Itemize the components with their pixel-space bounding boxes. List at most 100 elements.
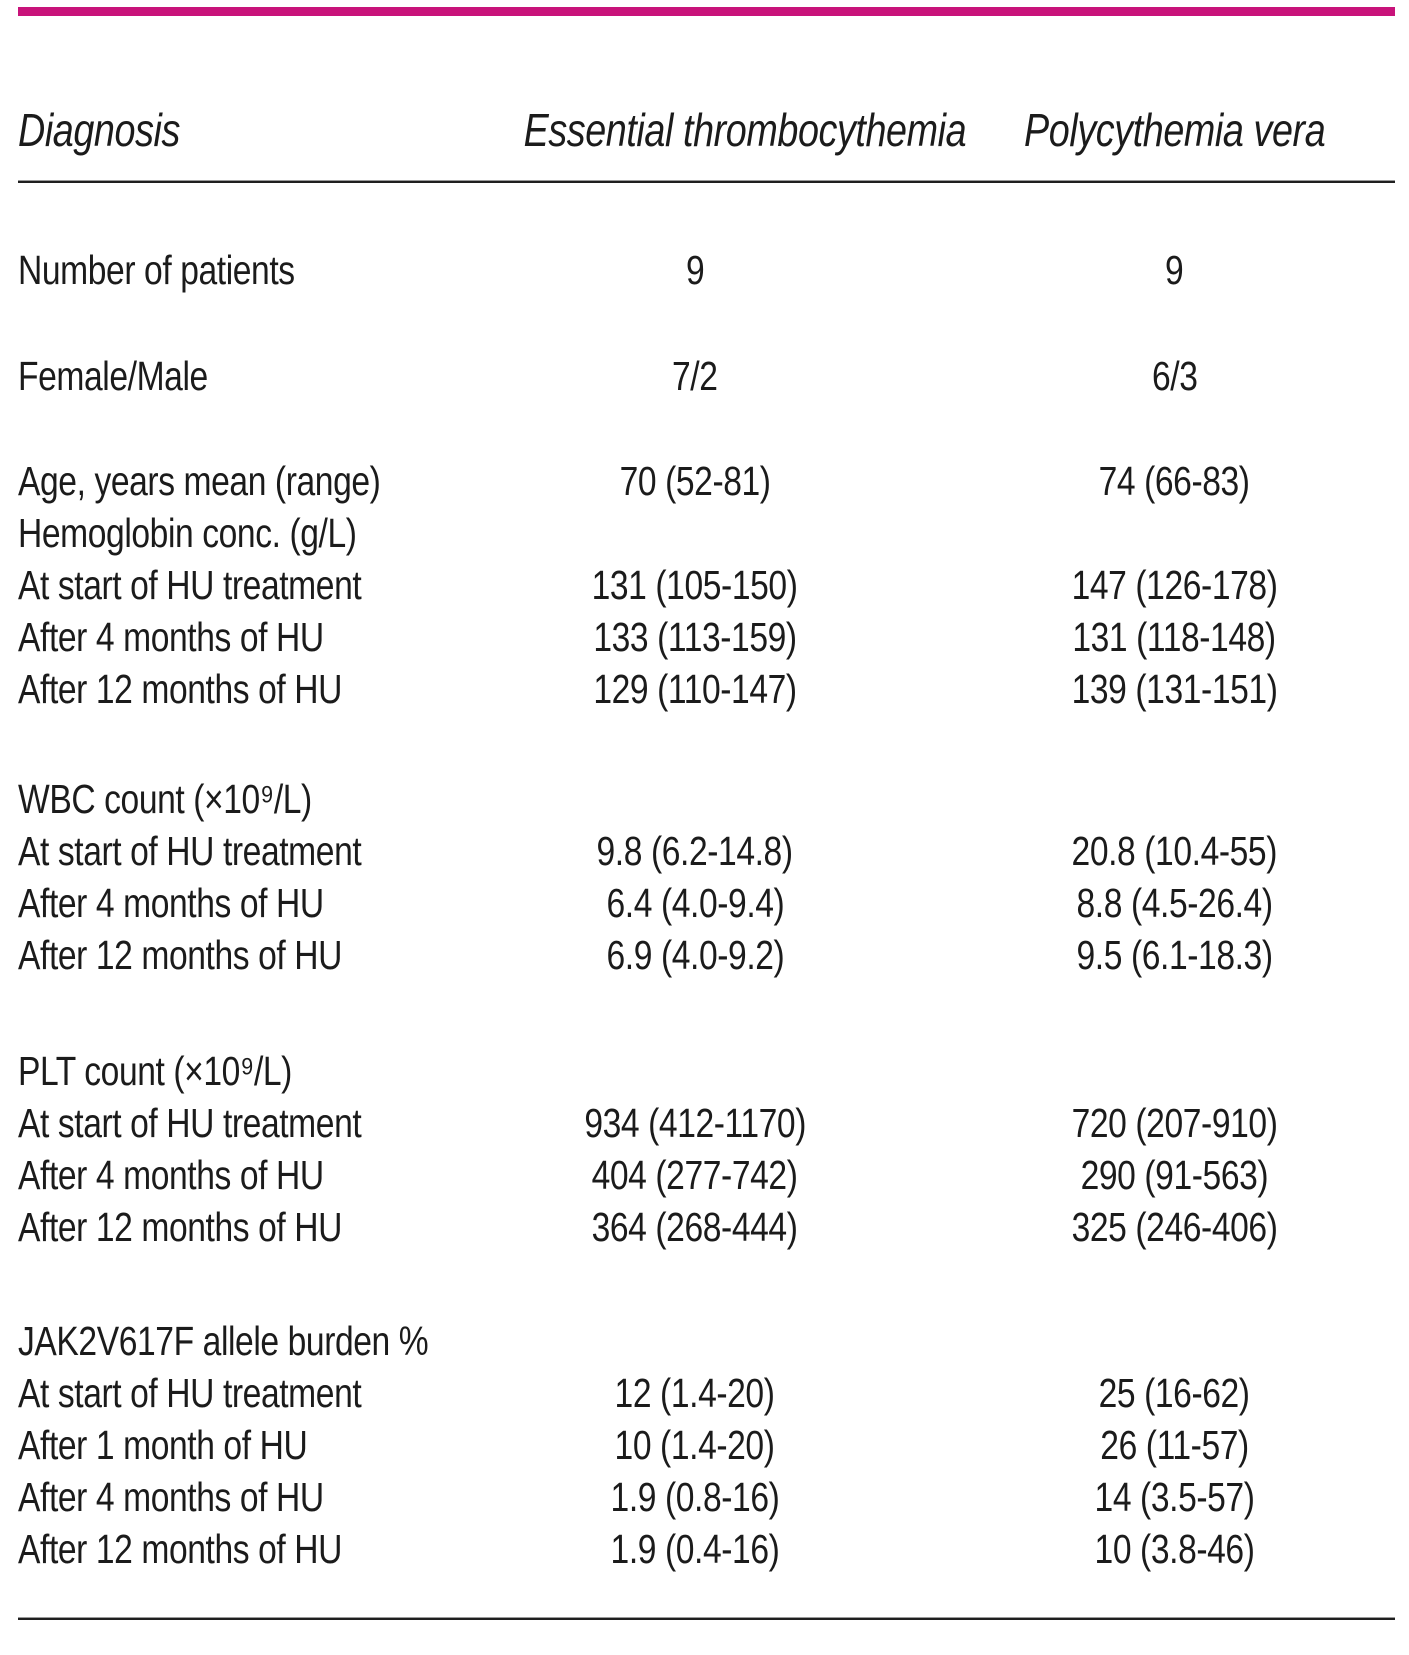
- cell-text: At start of HU treatment: [18, 827, 362, 874]
- cell-text: 934 (412-1170): [584, 1099, 806, 1146]
- row-value-pv: [915, 1332, 1409, 1350]
- row-value-pv: 325 (246-406): [915, 1203, 1409, 1250]
- cell-text: 720 (207-910): [1071, 1099, 1278, 1146]
- cell-text: After 12 months of HU: [18, 1203, 343, 1250]
- row-value-pv: 74 (66-83): [915, 460, 1409, 502]
- section-label: JAK2V617F allele burden %: [0, 1320, 475, 1362]
- cell-text: 6.9 (4.0-9.2): [606, 931, 784, 978]
- row-value-et: 12 (1.4-20): [475, 1369, 915, 1416]
- table-row: After 4 months of HU 404 (277-742) 290 (…: [0, 1149, 1409, 1201]
- row-value-pv: 8.8 (4.5-26.4): [915, 882, 1409, 924]
- row-value-pv: 14 (3.5-57): [915, 1473, 1409, 1520]
- row-label: After 12 months of HU: [0, 1203, 475, 1250]
- column-header-text: Diagnosis: [18, 104, 180, 156]
- cell-text: At start of HU treatment: [18, 1369, 362, 1416]
- cell-text: 25 (16-62): [1098, 1369, 1251, 1416]
- row-value-pv: 720 (207-910): [915, 1099, 1409, 1146]
- row-value-pv: 10 (3.8-46): [915, 1525, 1409, 1572]
- row-value-et: 1.9 (0.4-16): [475, 1525, 915, 1572]
- cell-text: 1.9 (0.4-16): [610, 1525, 780, 1572]
- row-value-et: 133 (113-159): [475, 613, 915, 660]
- table-bottom-rule: [18, 1617, 1395, 1620]
- table-section-row: Hemoglobin conc. (g/L): [0, 507, 1409, 559]
- cell-text: 325 (246-406): [1071, 1203, 1278, 1250]
- section-age-hemoglobin: Age, years mean (range) 70 (52-81) 74 (6…: [0, 455, 1409, 715]
- cell-text: 147 (126-178): [1071, 561, 1278, 608]
- row-value-et: 70 (52-81): [475, 460, 915, 502]
- cell-text: 133 (113-159): [593, 613, 797, 660]
- cell-text: 6.4 (4.0-9.4): [606, 879, 784, 926]
- section-jak2-allele-burden: JAK2V617F allele burden % At start of HU…: [0, 1315, 1409, 1575]
- table-row: At start of HU treatment 12 (1.4-20) 25 …: [0, 1367, 1409, 1419]
- row-value-pv: 26 (11-57): [915, 1424, 1409, 1466]
- table-row: Female/Male 7/2 6/3: [0, 350, 1409, 402]
- cell-text: 20.8 (10.4-55): [1071, 827, 1278, 874]
- row-value-et: 6.9 (4.0-9.2): [475, 931, 915, 978]
- table-row: After 4 months of HU 1.9 (0.8-16) 14 (3.…: [0, 1471, 1409, 1523]
- cell-text: WBC count (×10⁹/L): [18, 775, 312, 822]
- table-section-row: PLT count (×10⁹/L): [0, 1045, 1409, 1097]
- cell-text: After 1 month of HU: [18, 1421, 308, 1468]
- cell-text: 129 (110-147): [593, 665, 797, 712]
- table-row: Number of patients 9 9: [0, 244, 1409, 296]
- row-value-et: [475, 1062, 915, 1080]
- row-value-et: 10 (1.4-20): [475, 1424, 915, 1466]
- cell-text: After 12 months of HU: [18, 1525, 343, 1572]
- row-label: Age, years mean (range): [0, 457, 475, 504]
- row-value-pv: 20.8 (10.4-55): [915, 827, 1409, 874]
- row-value-et: 129 (110-147): [475, 665, 915, 712]
- cell-text: After 12 months of HU: [18, 665, 343, 712]
- column-header-text: Polycythemia vera: [1023, 104, 1326, 156]
- table-row: After 1 month of HU 10 (1.4-20) 26 (11-5…: [0, 1419, 1409, 1471]
- row-label: After 4 months of HU: [0, 613, 475, 660]
- cell-text: At start of HU treatment: [18, 1099, 362, 1146]
- row-value-pv: 139 (131-151): [915, 665, 1409, 712]
- row-value-pv: 290 (91-563): [915, 1151, 1409, 1198]
- cell-text: 10 (3.8-46): [1094, 1525, 1255, 1572]
- table-row: At start of HU treatment 131 (105-150) 1…: [0, 559, 1409, 611]
- cell-text: 9: [685, 246, 705, 293]
- row-label: After 4 months of HU: [0, 1473, 475, 1520]
- row-value-pv: [915, 524, 1409, 542]
- table-row: At start of HU treatment 934 (412-1170) …: [0, 1097, 1409, 1149]
- row-value-et: 9: [475, 246, 915, 293]
- row-value-et: 1.9 (0.8-16): [475, 1473, 915, 1520]
- table-row: After 4 months of HU 6.4 (4.0-9.4) 8.8 (…: [0, 877, 1409, 929]
- row-value-et: 364 (268-444): [475, 1206, 915, 1248]
- table-row: After 12 months of HU 1.9 (0.4-16) 10 (3…: [0, 1523, 1409, 1575]
- table-section-row: JAK2V617F allele burden %: [0, 1315, 1409, 1367]
- table-row: After 12 months of HU 364 (268-444) 325 …: [0, 1201, 1409, 1253]
- row-value-et: [475, 524, 915, 542]
- cell-text: Age, years mean (range): [18, 457, 381, 504]
- cell-text: 139 (131-151): [1071, 665, 1278, 712]
- table-section-row: WBC count (×10⁹/L): [0, 773, 1409, 825]
- cell-text: 131 (118-148): [1072, 613, 1277, 660]
- row-value-pv: 6/3: [915, 355, 1409, 397]
- cell-text: 131 (105-150): [592, 561, 798, 608]
- row-value-et: 404 (277-742): [475, 1151, 915, 1198]
- column-header-et: Essential thrombocythemia: [475, 107, 967, 153]
- cell-text: 14 (3.5-57): [1094, 1473, 1255, 1520]
- cell-text: 404 (277-742): [592, 1151, 798, 1198]
- cell-text: 9.8 (6.2-14.8): [596, 827, 794, 874]
- cell-text: 12 (1.4-20): [615, 1369, 775, 1416]
- cell-text: After 4 months of HU: [18, 1473, 324, 1520]
- cell-text: After 4 months of HU: [18, 613, 324, 660]
- row-value-pv: 9.5 (6.1-18.3): [915, 934, 1409, 976]
- row-label: At start of HU treatment: [0, 564, 475, 606]
- row-label: After 12 months of HU: [0, 665, 475, 712]
- section-label: Hemoglobin conc. (g/L): [0, 512, 475, 554]
- row-value-pv: [915, 790, 1409, 808]
- cell-text: 1.9 (0.8-16): [610, 1473, 780, 1520]
- row-value-et: 9.8 (6.2-14.8): [475, 827, 915, 874]
- row-value-et: 6.4 (4.0-9.4): [475, 879, 915, 926]
- cell-text: Number of patients: [18, 246, 295, 293]
- table-header-row: Diagnosis Essential thrombocythemia Poly…: [0, 100, 1409, 160]
- row-label: At start of HU treatment: [0, 827, 475, 874]
- accent-bar: [18, 7, 1395, 16]
- row-value-et: 7/2: [475, 355, 915, 397]
- cell-text: PLT count (×10⁹/L): [18, 1047, 292, 1094]
- cell-text: 9: [1165, 246, 1184, 293]
- cell-text: 290 (91-563): [1080, 1151, 1269, 1198]
